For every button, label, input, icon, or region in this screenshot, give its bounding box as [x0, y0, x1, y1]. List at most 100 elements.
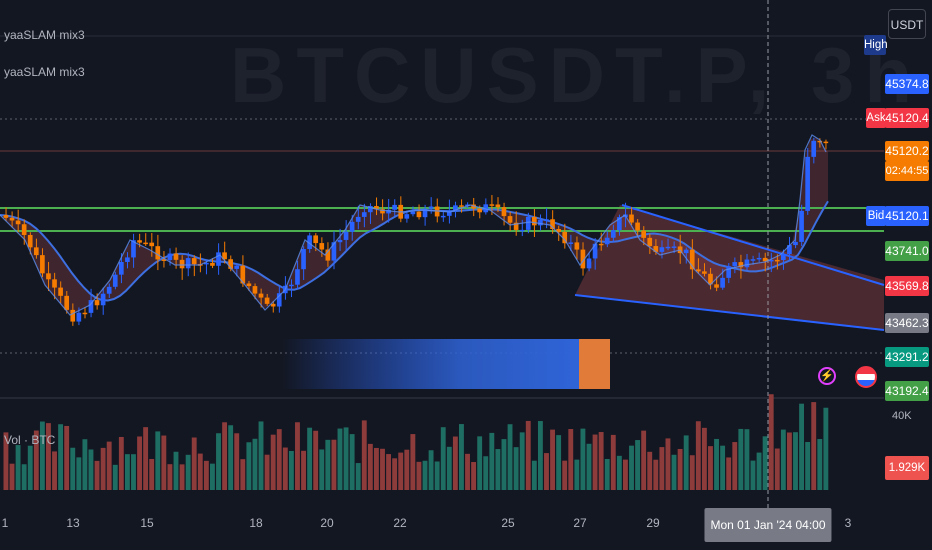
candle-body — [671, 246, 677, 248]
volume-bar — [373, 447, 379, 490]
candle-body — [416, 211, 422, 218]
volume-bar — [3, 432, 9, 490]
candle-body — [374, 206, 379, 210]
volume-bar — [446, 446, 452, 490]
volume-bar — [562, 460, 568, 490]
candle-body — [70, 309, 76, 322]
candle-body — [82, 312, 88, 315]
candle-body — [167, 253, 173, 261]
volume-bar — [495, 449, 501, 490]
us-flag-icon[interactable] — [855, 366, 877, 388]
price-label-level-1: 43291.2 — [885, 347, 929, 367]
volume-bar — [112, 464, 118, 490]
candle-body — [446, 210, 452, 216]
trendline-upper — [621, 204, 885, 286]
x-tick-3: 3 — [844, 516, 852, 530]
volume-bar — [246, 442, 252, 490]
volume-bar — [337, 428, 343, 490]
candle-body — [683, 249, 689, 254]
volume-bar — [94, 460, 100, 490]
volume-bar — [161, 435, 167, 490]
candle-body — [617, 217, 622, 231]
candle-body — [118, 261, 124, 275]
candle-body — [46, 273, 51, 280]
candle-body — [550, 219, 555, 230]
volume-bar — [355, 463, 361, 490]
indicator-legend-1[interactable]: yaaSLAM mix3 — [4, 28, 85, 42]
volume-bar — [39, 421, 45, 490]
candle-body — [125, 257, 130, 262]
lightning-icon[interactable]: ⚡ — [818, 367, 836, 385]
currency-button[interactable]: USDT — [888, 9, 926, 39]
volume-bar — [149, 458, 155, 490]
candle-body — [720, 277, 725, 288]
volume-bar — [750, 460, 756, 490]
volume-legend[interactable]: Vol · BTC — [4, 433, 56, 447]
candle-body — [222, 252, 227, 260]
indicator-legend-2[interactable]: yaaSLAM mix3 — [4, 65, 85, 79]
volume-bar — [550, 429, 555, 490]
volume-bar — [689, 455, 695, 490]
ma-cloud-fill — [0, 137, 828, 314]
candle-body — [331, 242, 337, 261]
volume-bar — [598, 432, 604, 490]
volume-bar — [197, 453, 203, 490]
x-tick-27: 27 — [573, 516, 587, 530]
volume-bar — [732, 442, 738, 490]
candle-body — [647, 237, 653, 247]
x-tick-20: 20 — [320, 516, 334, 530]
candle-body — [252, 286, 258, 294]
moving-average-line — [0, 200, 829, 302]
candle-body — [793, 241, 798, 246]
volume-bar — [64, 425, 70, 490]
candle-body — [94, 300, 100, 306]
volume-bar — [313, 430, 319, 490]
volume-bar — [349, 434, 355, 490]
x-crosshair-label: Mon 01 Jan '24 04:00 — [704, 508, 832, 542]
candle-body — [216, 252, 221, 266]
high-tag: High — [864, 35, 888, 55]
volume-bar — [179, 464, 185, 490]
candle-body — [580, 249, 586, 269]
candle-body — [428, 206, 434, 209]
volume-bar — [295, 422, 300, 490]
candle-body — [738, 262, 744, 268]
volume-bar — [380, 448, 385, 490]
volume-bar — [70, 447, 76, 490]
candle-body — [519, 229, 525, 232]
candle-body — [817, 140, 823, 143]
volume-bar — [544, 453, 549, 490]
candle-body — [337, 239, 343, 243]
volume-bar — [641, 430, 647, 490]
volume-bar — [483, 456, 489, 490]
candle-body — [179, 259, 185, 269]
volume-bar — [325, 439, 331, 490]
candle-body — [33, 247, 39, 256]
candle-body — [161, 259, 167, 261]
candle-body — [495, 204, 501, 208]
volume-bar — [46, 423, 51, 490]
volume-bar — [82, 439, 88, 490]
candle-body — [15, 220, 21, 225]
candle-body — [131, 240, 136, 258]
candle-body — [143, 242, 148, 245]
candle-body — [756, 257, 762, 260]
candle-body — [811, 140, 817, 157]
volume-bar — [817, 439, 823, 490]
volume-bar — [695, 421, 701, 490]
candle-body — [295, 269, 300, 285]
volume-axis-label: 40K — [892, 410, 912, 422]
candle-body — [380, 209, 385, 214]
volume-bar — [173, 451, 179, 490]
candle-body — [483, 204, 489, 213]
volume-bar — [100, 447, 106, 490]
candle-body — [641, 230, 646, 238]
volume-value-label: 1.929K — [885, 456, 929, 480]
candle-body — [313, 235, 319, 244]
volume-bar — [434, 461, 440, 490]
price-label-last: 45120.2 — [885, 141, 929, 161]
volume-bar — [477, 436, 483, 490]
trendline-lower — [574, 294, 885, 331]
candle-body — [112, 274, 118, 287]
